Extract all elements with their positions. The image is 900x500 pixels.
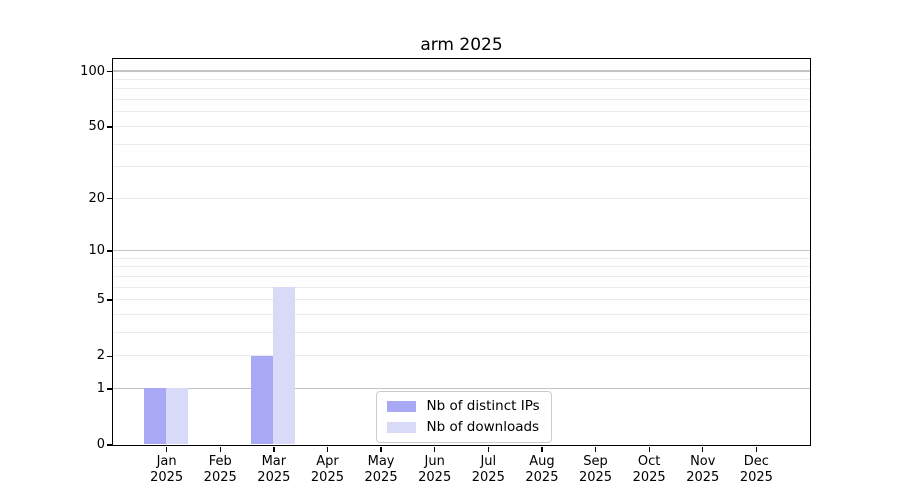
legend-swatch-distinct-ips: [386, 400, 416, 412]
minor-gridline: [112, 257, 810, 259]
y-tick-mark: [107, 250, 113, 252]
y-tick-mark: [107, 299, 113, 301]
y-tick-label: 100: [80, 63, 105, 79]
chart-title: arm 2025: [420, 35, 503, 55]
minor-gridline: [112, 111, 810, 113]
minor-gridline: [112, 286, 810, 288]
minor-gridline: [112, 197, 810, 199]
x-tick-mark: [648, 446, 650, 452]
minor-gridline: [112, 99, 810, 101]
minor-gridline: [112, 125, 810, 127]
x-tick-label: Dec 2025: [739, 454, 773, 485]
bar-downloads: [166, 388, 189, 445]
legend-swatch-downloads: [386, 421, 416, 433]
y-tick-label: 10: [88, 242, 105, 258]
minor-gridline: [112, 166, 810, 168]
plot-area: Nb of distinct IPs Nb of downloads: [111, 57, 811, 446]
y-tick-mark: [107, 70, 113, 73]
y-tick-mark: [107, 444, 113, 446]
y-tick-mark: [107, 388, 113, 390]
x-tick-label: Aug 2025: [525, 454, 559, 485]
bar-downloads: [273, 287, 296, 445]
x-tick-mark: [273, 446, 275, 452]
minor-gridline: [112, 275, 810, 277]
legend-label-downloads: Nb of downloads: [426, 418, 540, 435]
x-tick-label: May 2025: [364, 454, 398, 485]
x-tick-mark: [541, 446, 543, 452]
minor-gridline: [112, 266, 810, 268]
x-tick-label: Jan 2025: [150, 454, 184, 485]
major-gridline: [112, 70, 810, 72]
minor-gridline: [112, 88, 810, 90]
x-tick-mark: [326, 446, 329, 452]
legend-item-downloads: Nb of downloads: [386, 418, 540, 435]
x-tick-mark: [219, 446, 221, 452]
y-tick-label: 20: [88, 190, 105, 206]
x-tick-mark: [434, 446, 436, 452]
minor-gridline: [112, 331, 810, 333]
x-tick-label: Feb 2025: [203, 454, 237, 485]
x-tick-label: Oct 2025: [632, 454, 666, 485]
x-tick-label: Jun 2025: [418, 454, 452, 485]
y-tick-label: 5: [96, 292, 105, 308]
major-gridline: [112, 249, 810, 252]
y-tick-label: 50: [88, 118, 105, 134]
y-tick-label: 2: [96, 348, 105, 364]
y-tick-mark: [107, 355, 113, 357]
x-tick-mark: [487, 446, 489, 452]
y-tick-mark: [107, 126, 113, 128]
legend: Nb of distinct IPs Nb of downloads: [375, 390, 552, 443]
x-tick-mark: [702, 446, 704, 452]
x-tick-label: Mar 2025: [257, 454, 291, 485]
bar-distinct-ips: [251, 355, 274, 445]
y-tick-label: 1: [96, 380, 105, 396]
y-tick-label: 0: [96, 437, 105, 452]
legend-label-distinct-ips: Nb of distinct IPs: [426, 397, 540, 414]
x-tick-mark: [755, 446, 758, 452]
minor-gridline: [112, 299, 810, 301]
x-tick-label: Apr 2025: [310, 454, 344, 485]
bar-distinct-ips: [144, 388, 167, 445]
x-tick-label: Jul 2025: [471, 454, 505, 485]
x-tick-label: Nov 2025: [686, 454, 720, 485]
x-tick-mark: [594, 446, 597, 452]
major-gridline: [112, 387, 810, 389]
x-tick-label: Sep 2025: [578, 454, 613, 485]
y-tick-mark: [107, 198, 113, 200]
x-tick-mark: [166, 446, 168, 452]
minor-gridline: [112, 79, 810, 81]
minor-gridline: [112, 355, 810, 357]
minor-gridline: [112, 313, 810, 315]
x-tick-mark: [380, 446, 382, 452]
legend-item-distinct-ips: Nb of distinct IPs: [386, 397, 540, 414]
minor-gridline: [112, 143, 810, 145]
